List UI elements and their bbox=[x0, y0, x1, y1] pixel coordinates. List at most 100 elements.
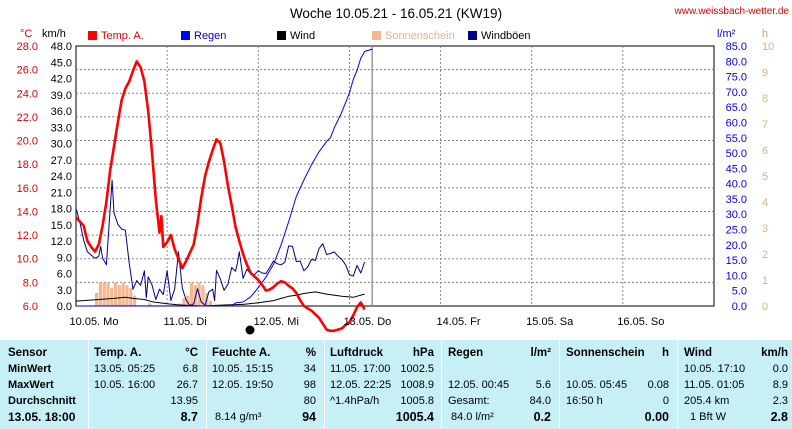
sunshine-bar bbox=[132, 295, 137, 306]
legend-swatch-windboeen bbox=[468, 31, 477, 40]
axis-tick-wind: 21.0 bbox=[51, 187, 72, 199]
axis-tick-wind: 33.0 bbox=[51, 122, 72, 134]
feuchte-avg-value: 80 bbox=[303, 395, 316, 407]
temp-max-value: 26.7 bbox=[176, 379, 198, 391]
unit-h-label: h bbox=[762, 28, 768, 40]
axis-tick-sonne: 8 bbox=[762, 93, 768, 105]
axis-temp-ticks: 28.0 26.0 24.0 22.0 20.0 18.0 16.0 14.0 12.0 10.0… bbox=[17, 41, 38, 313]
regen-column: Regen l/m² 12.05. 00:45 5.6 Gesamt: 84.0… bbox=[442, 340, 559, 429]
row-label-min: MinWert bbox=[8, 363, 52, 375]
col-separator bbox=[677, 340, 678, 429]
axis-tick-temp: 22.0 bbox=[17, 112, 38, 124]
axis-tick-temp: 26.0 bbox=[17, 65, 38, 77]
col-separator bbox=[206, 340, 207, 429]
axis-tick-regen: 25.0 bbox=[726, 225, 747, 237]
sunshine-bar bbox=[98, 282, 102, 306]
chart-title: Woche 10.05.21 - 16.05.21 (KW19) bbox=[290, 6, 502, 21]
col-separator bbox=[559, 340, 560, 429]
axis-tick-wind: 36.0 bbox=[51, 106, 72, 118]
site-link[interactable]: www.weissbach-wetter.de bbox=[674, 6, 790, 17]
axis-tick-sonne: 2 bbox=[762, 249, 768, 261]
feuchte-min-date: 10.05. 15:15 bbox=[212, 363, 274, 375]
legend-swatch-temp bbox=[88, 31, 97, 40]
luftdruck-current-value: 1005.4 bbox=[395, 410, 434, 424]
axis-tick-regen: 80.0 bbox=[726, 56, 747, 68]
wind-avg-value: 2.3 bbox=[772, 395, 788, 407]
legend-label-temp: Temp. A. bbox=[101, 30, 144, 42]
current-time-marker bbox=[245, 325, 255, 335]
luftdruck-column: Luftdruck hPa 11.05. 17:00 1002.5 12.05.… bbox=[325, 340, 441, 429]
axis-tick-temp: 18.0 bbox=[17, 159, 38, 171]
wind-min-date: 10.05. 17:10 bbox=[684, 363, 746, 375]
axis-tick-regen: 55.0 bbox=[726, 133, 747, 145]
regen-max-value: 5.6 bbox=[535, 379, 551, 391]
series-line-temp bbox=[75, 60, 366, 333]
luftdruck-trend-label: ^1.4hPa/h bbox=[330, 395, 380, 407]
axis-tick-regen: 45.0 bbox=[726, 163, 747, 175]
feuchte-max-date: 12.05. 19:50 bbox=[212, 379, 274, 391]
wind-current-value: 2.8 bbox=[770, 410, 788, 424]
sensor-header: Sensor bbox=[8, 347, 47, 359]
legend-swatch-sonne bbox=[372, 31, 381, 40]
stats-panel: Sensor MinWert MaxWert Durchschnitt 13.0… bbox=[0, 340, 792, 429]
axis-tick-temp: 16.0 bbox=[17, 183, 38, 195]
wind-bft: 1 Bft W bbox=[690, 411, 727, 423]
regen-current-value: 0.2 bbox=[533, 410, 551, 424]
axis-tick-sonne: 10 bbox=[762, 41, 774, 53]
feuchte-header: Feuchte A. bbox=[212, 347, 271, 359]
luftdruck-max-date: 12.05. 22:25 bbox=[330, 379, 392, 391]
wind-unit: km/h bbox=[761, 347, 788, 359]
axis-tick-regen: 5.0 bbox=[732, 286, 747, 298]
plot-area bbox=[75, 45, 715, 307]
wind-min-value: 0.0 bbox=[772, 363, 788, 375]
temp-current-value: 8.7 bbox=[180, 410, 198, 424]
axis-regen-ticks: 85.0 80.0 75.0 70.0 65.0 60.0 55.0 50.0 45.0 40.0… bbox=[726, 41, 747, 313]
axis-tick-temp: 8.0 bbox=[23, 277, 38, 289]
legend-swatch-wind bbox=[277, 31, 286, 40]
legend-label-windboeen: Windböen bbox=[481, 30, 531, 42]
sonne-total-hours: 16:50 h bbox=[566, 395, 603, 407]
weather-chart: Woche 10.05.21 - 16.05.21 (KW19) www.wei… bbox=[17, 6, 790, 335]
sunshine-bar bbox=[189, 282, 194, 306]
axis-tick-temp: 20.0 bbox=[17, 136, 38, 148]
sonne-unit: h bbox=[661, 347, 669, 359]
regen-total-label: Gesamt: bbox=[448, 395, 490, 407]
temp-header: Temp. A. bbox=[94, 347, 142, 359]
sunshine-bar bbox=[110, 287, 114, 306]
sunshine-bar bbox=[121, 282, 125, 306]
axis-tick-sonne: 5 bbox=[762, 171, 768, 183]
sonne-total-value: 0 bbox=[662, 395, 669, 407]
feuchte-current-value: 94 bbox=[302, 410, 316, 424]
luftdruck-trend-value: 1005.8 bbox=[400, 395, 434, 407]
series-line-wind bbox=[75, 291, 365, 307]
temp-unit: °C bbox=[185, 347, 198, 359]
col-separator bbox=[441, 340, 442, 429]
temp-min-date: 13.05. 05:25 bbox=[94, 363, 156, 375]
luftdruck-header: Luftdruck bbox=[330, 347, 384, 359]
row-label-max: MaxWert bbox=[8, 379, 54, 391]
axis-tick-sonne: 1 bbox=[762, 275, 768, 287]
chart-grid bbox=[76, 46, 714, 306]
axis-tick-wind: 9.0 bbox=[57, 252, 72, 264]
axis-tick-regen: 50.0 bbox=[726, 148, 747, 160]
sonne-column: Sonnenschein h 10.05. 05:45 0.08 16:50 h… bbox=[560, 340, 677, 429]
sonne-current-value: 0.00 bbox=[644, 410, 669, 424]
wind-column: Wind km/h 10.05. 17:10 0.0 11.05. 01:05 … bbox=[678, 340, 792, 429]
axis-tick-wind: 39.0 bbox=[51, 90, 72, 102]
feuchte-max-value: 98 bbox=[303, 379, 316, 391]
axis-tick-wind: 6.0 bbox=[57, 269, 72, 281]
date-axis-labels: 10.05. Mo 11.05. Di 12.05. Mi 13.05. Do 14.0… bbox=[70, 316, 665, 328]
axis-tick-regen: 75.0 bbox=[726, 72, 747, 84]
date-label: 10.05. Mo bbox=[70, 316, 119, 328]
sunshine-bar bbox=[129, 287, 133, 306]
wind-header: Wind bbox=[684, 347, 712, 359]
axis-wind-ticks: 48.0 45.0 42.0 39.0 36.0 33.0 30.0 27.0 24.0 21.0… bbox=[51, 41, 72, 313]
sonne-max-date: 10.05. 05:45 bbox=[566, 379, 628, 391]
series-line-windboeen bbox=[75, 179, 366, 306]
date-label: 13.05. Do bbox=[344, 316, 392, 328]
regen-unit: l/m² bbox=[530, 347, 551, 359]
axis-tick-regen: 40.0 bbox=[726, 179, 747, 191]
wind-distance: 205.4 km bbox=[684, 395, 730, 407]
sonne-header: Sonnenschein bbox=[566, 347, 645, 359]
